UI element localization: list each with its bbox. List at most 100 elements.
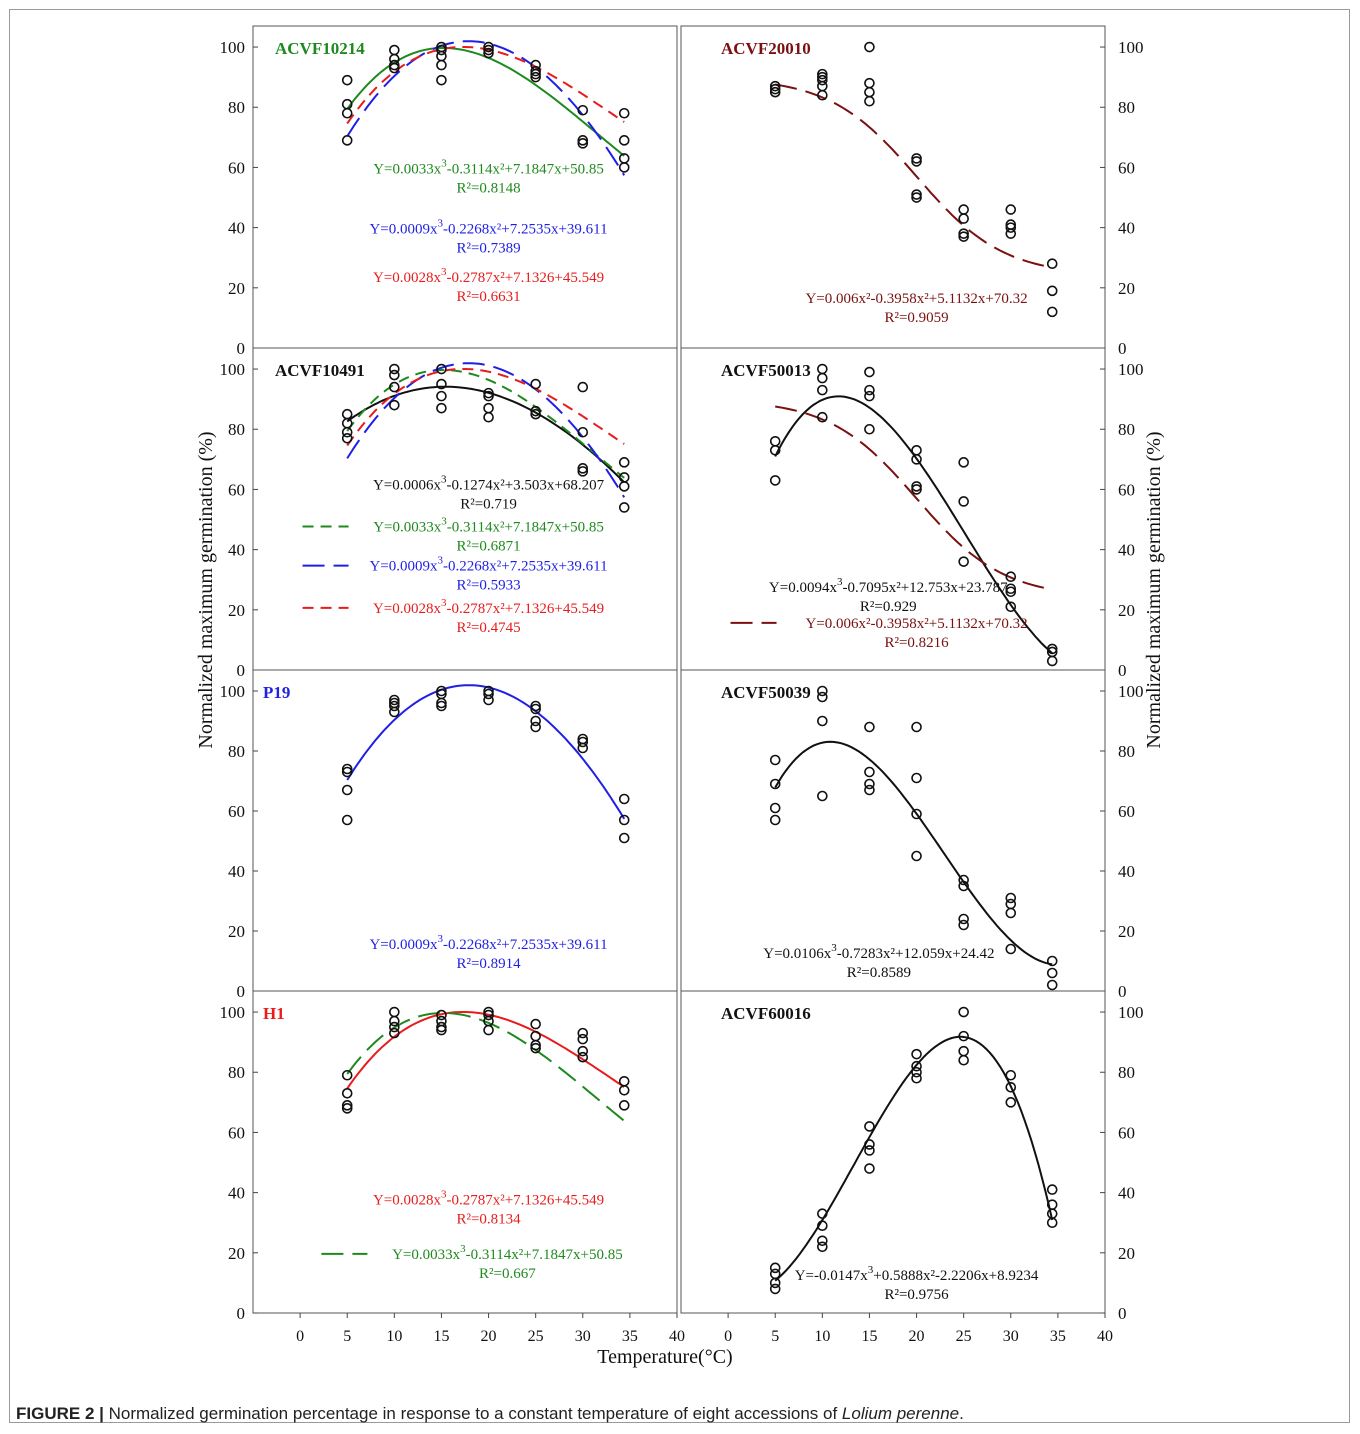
y-tick-label: 40 xyxy=(228,1184,245,1203)
data-point xyxy=(389,59,400,71)
data-point xyxy=(817,1241,828,1253)
y-tick-label: 80 xyxy=(228,1063,245,1082)
data-point xyxy=(817,384,828,396)
panel-title: ACVF10214 xyxy=(275,39,365,58)
data-point xyxy=(577,736,589,748)
data-point xyxy=(958,1054,969,1066)
data-point xyxy=(1005,1081,1017,1093)
data-point xyxy=(389,44,400,56)
data-point xyxy=(864,384,875,396)
panel-title: ACVF10491 xyxy=(275,361,365,380)
data-point xyxy=(530,1030,541,1042)
data-point xyxy=(530,721,541,733)
fit-curve xyxy=(346,46,625,125)
data-point xyxy=(436,378,447,390)
y-tick-label: 60 xyxy=(1118,802,1135,821)
data-point xyxy=(436,700,447,712)
data-point xyxy=(911,721,922,733)
data-point xyxy=(958,1030,969,1042)
data-point xyxy=(436,59,447,71)
data-point xyxy=(769,1277,781,1289)
panel-h1: 0 20 40 60 80 100 0 5 10 15 20 25 30 35 40 H1 Y=0.0028x3… xyxy=(220,990,685,1345)
data-point xyxy=(577,135,589,146)
data-point xyxy=(911,850,922,862)
data-point xyxy=(577,1051,589,1063)
data-point xyxy=(911,808,922,820)
data-point xyxy=(958,1045,969,1057)
equation-text: Y=0.006x²-0.3958x²+5.1132x+70.32 xyxy=(805,291,1027,307)
data-point xyxy=(1005,892,1017,904)
fit-curve xyxy=(775,83,1053,269)
x-tick-label: 30 xyxy=(1003,1328,1019,1345)
data-point xyxy=(618,832,630,844)
data-point xyxy=(864,86,875,98)
data-point xyxy=(436,1009,447,1021)
r2-text: R²=0.5933 xyxy=(456,578,520,594)
data-point xyxy=(958,213,969,224)
data-point xyxy=(1005,204,1017,215)
r2-text: R²=0.719 xyxy=(460,496,517,512)
data-point xyxy=(341,408,353,420)
fit-curve xyxy=(346,369,625,479)
equation-text: Y=0.0009x3-0.2268x²+7.2535x+39.611 xyxy=(369,933,607,953)
y-tick-label: 0 xyxy=(237,661,246,680)
data-point xyxy=(530,71,541,83)
data-point xyxy=(618,162,630,173)
y-tick-label: 80 xyxy=(228,742,245,761)
panel-title: ACVF50039 xyxy=(721,683,811,702)
data-point xyxy=(1046,306,1058,318)
data-point xyxy=(530,700,541,712)
data-point xyxy=(1005,583,1017,595)
data-point xyxy=(864,1139,875,1150)
x-tick-label: 10 xyxy=(814,1328,830,1345)
data-point xyxy=(864,721,875,733)
data-point xyxy=(1005,228,1017,239)
data-point xyxy=(530,1039,541,1051)
data-point xyxy=(618,107,630,119)
data-point xyxy=(341,107,353,119)
data-point xyxy=(911,484,922,495)
y-tick-label: 80 xyxy=(1118,742,1135,761)
panel-acvf20010: 0 20 40 60 80 100 ACVF20010 Y=0.006x²-0.3958x²+… xyxy=(680,25,1144,358)
data-point xyxy=(1046,955,1058,967)
data-point xyxy=(530,405,541,417)
panel-title: ACVF50013 xyxy=(721,361,811,380)
data-point xyxy=(618,1075,630,1087)
r2-text: R²=0.667 xyxy=(479,1266,536,1282)
data-point xyxy=(864,366,875,378)
data-point xyxy=(911,1072,922,1084)
data-point xyxy=(1046,1217,1058,1229)
data-point xyxy=(769,86,781,98)
data-point xyxy=(341,1103,353,1114)
data-point xyxy=(483,402,494,414)
x-tick-label: 20 xyxy=(481,1328,497,1345)
figure-frame xyxy=(9,9,1350,1423)
r2-text: R²=0.929 xyxy=(860,599,917,615)
data-point xyxy=(341,784,353,796)
data-point xyxy=(436,402,447,414)
x-tick-label: 20 xyxy=(909,1328,925,1345)
data-point xyxy=(436,685,447,697)
data-point xyxy=(1046,655,1058,667)
panel-title: P19 xyxy=(263,683,290,702)
x-axis-label: Temperature(°C) xyxy=(597,1346,732,1368)
data-point xyxy=(958,919,969,931)
data-point xyxy=(958,231,969,242)
y-tick-label: 40 xyxy=(1118,862,1135,881)
data-point xyxy=(389,381,400,393)
data-point xyxy=(530,1042,541,1054)
data-point xyxy=(577,138,589,149)
data-point xyxy=(389,694,400,706)
x-tick-label: 40 xyxy=(669,1328,685,1345)
x-tick-label: 0 xyxy=(724,1328,732,1345)
equation-text: Y=0.0009x3-0.2268x²+7.2535x+39.611 xyxy=(369,555,607,575)
data-point xyxy=(483,41,494,53)
fit-curve xyxy=(346,368,625,447)
data-point xyxy=(341,432,353,444)
data-point xyxy=(1005,601,1017,613)
r2-text: R²=0.9059 xyxy=(884,310,948,326)
y-tick-label: 20 xyxy=(228,601,245,620)
fit-curve xyxy=(775,405,1053,591)
y-tick-label: 0 xyxy=(1118,661,1127,680)
x-tick-label: 0 xyxy=(296,1328,304,1345)
